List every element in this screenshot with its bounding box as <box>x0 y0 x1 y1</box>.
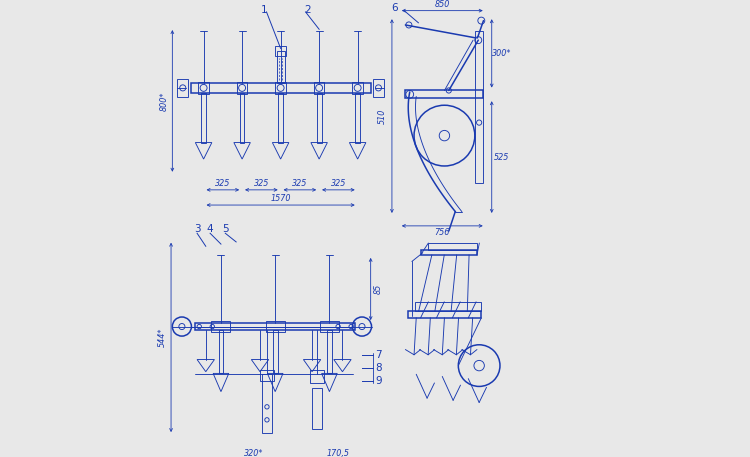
Bar <box>275 46 286 56</box>
Text: 1570: 1570 <box>270 195 291 203</box>
Text: 9: 9 <box>375 376 382 386</box>
Bar <box>195 323 356 330</box>
Bar <box>278 93 283 143</box>
Text: 4: 4 <box>207 224 214 234</box>
Text: 300*: 300* <box>491 49 511 58</box>
Bar <box>421 250 477 255</box>
Text: 325: 325 <box>331 179 346 188</box>
Bar <box>320 321 339 332</box>
Bar <box>373 79 384 96</box>
Bar <box>177 79 188 96</box>
Bar <box>312 388 322 429</box>
Bar <box>275 82 286 94</box>
Text: 800*: 800* <box>160 91 169 111</box>
Bar <box>352 82 363 94</box>
Bar <box>310 370 324 383</box>
Bar <box>356 93 360 143</box>
Text: 2: 2 <box>304 5 311 15</box>
Bar <box>314 82 324 94</box>
Bar <box>260 370 274 381</box>
Bar <box>199 82 208 94</box>
Bar <box>277 51 284 83</box>
Text: 525: 525 <box>494 153 509 162</box>
Text: 325: 325 <box>215 179 230 188</box>
Bar <box>416 302 482 311</box>
Bar <box>266 321 285 332</box>
Bar <box>262 374 272 433</box>
Bar <box>218 330 223 373</box>
Text: 5: 5 <box>222 224 229 234</box>
Text: 8: 8 <box>375 363 382 373</box>
Text: 3: 3 <box>194 224 200 234</box>
Bar <box>475 32 484 183</box>
Bar <box>406 90 484 98</box>
Bar <box>327 330 332 373</box>
Bar <box>407 311 482 318</box>
Bar <box>190 83 370 93</box>
Bar <box>201 93 206 143</box>
Text: 544*: 544* <box>158 328 166 347</box>
Text: 325: 325 <box>254 179 269 188</box>
Bar <box>273 330 278 373</box>
Text: 85: 85 <box>374 284 383 294</box>
Bar <box>316 93 322 143</box>
Text: 756: 756 <box>434 228 450 237</box>
Text: 170,5: 170,5 <box>326 449 350 457</box>
Bar <box>211 321 230 332</box>
Text: 320*: 320* <box>244 449 263 457</box>
Bar <box>237 82 248 94</box>
Text: 325: 325 <box>292 179 308 188</box>
Text: 1: 1 <box>261 5 268 15</box>
Bar <box>428 243 477 250</box>
Bar <box>240 93 244 143</box>
Text: 6: 6 <box>392 3 398 13</box>
Text: 850: 850 <box>434 0 450 9</box>
Text: 7: 7 <box>375 350 382 360</box>
Text: 510: 510 <box>378 108 387 124</box>
